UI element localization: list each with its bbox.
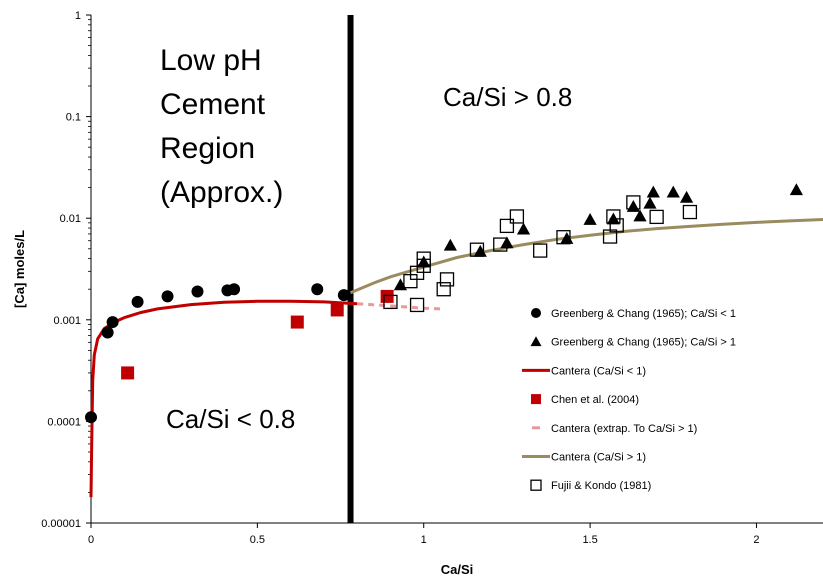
axes: 0.00001 0.0001 0.001 0.01 0.1 1 0 0.5 1 1.5 2 Ca/Si… [12, 10, 823, 577]
data-point-square [121, 366, 135, 380]
data-point-square [290, 315, 304, 329]
series-line-5 [349, 218, 823, 295]
data-point-triangle [646, 185, 660, 198]
data-point-circle [85, 411, 97, 424]
annotations: Low pH Cement Region (Approx.) Ca/Si > 0.8 Ca… [160, 44, 572, 434]
data-point-open-square [556, 230, 571, 245]
legend-entry-label: Chen et al. (2004) [551, 394, 639, 406]
data-point-circle [191, 285, 204, 298]
data-point-circle [311, 283, 324, 296]
data-point-triangle [789, 183, 803, 196]
data-point-open-square [626, 195, 641, 210]
x-tick-label: 1.5 [582, 534, 597, 546]
data-point-triangle [643, 196, 657, 209]
data-point-circle [106, 316, 119, 329]
legend-entry-label: Greenberg & Chang (1965); Ca/Si < 1 [551, 308, 736, 320]
legend-swatch-circle [531, 308, 541, 318]
annotation-ratio-low: Ca/Si < 0.8 [166, 404, 295, 434]
legend: Greenberg & Chang (1965); Ca/Si < 1 Green… [522, 308, 736, 492]
legend-swatch-square [531, 394, 541, 405]
x-tick-label: 1 [421, 534, 427, 546]
data-point-circle [228, 283, 241, 296]
y-tick-label: 0.0001 [47, 416, 81, 428]
data-point-square [330, 303, 344, 317]
legend-entry-label: Cantera (Ca/Si < 1) [551, 365, 646, 377]
data-point-triangle [583, 212, 597, 225]
data-point-triangle [516, 222, 531, 235]
y-tick-label: 0.00001 [41, 518, 81, 530]
series-line-4 [357, 302, 441, 311]
legend-entry-label: Cantera (Ca/Si > 1) [551, 452, 646, 464]
legend-swatch-triangle [530, 336, 542, 347]
x-tick-label: 2 [753, 534, 759, 546]
data-point-open-square [493, 237, 508, 252]
series-line-2 [89, 299, 358, 498]
data-point-triangle [417, 255, 431, 268]
y-tick-label: 0.01 [60, 213, 81, 225]
data-point-circle [101, 326, 114, 339]
series-lines [89, 218, 823, 498]
legend-entry-label: Cantera (extrap. To Ca/Si > 1) [551, 423, 697, 435]
data-point-open-square [439, 272, 455, 287]
data-point-open-square [682, 204, 698, 220]
data-point-triangle [443, 238, 457, 251]
data-point-open-square [469, 242, 485, 257]
data-point-triangle [393, 278, 408, 291]
data-point-open-square [383, 294, 398, 310]
data-point-circle [161, 290, 174, 303]
data-point-circle [131, 295, 144, 308]
data-point-open-square [533, 243, 548, 258]
data-point-open-square [436, 282, 451, 297]
data-point-triangle [679, 190, 694, 203]
y-axis-title: [Ca] moles/L [12, 230, 27, 308]
x-tick-label: 0.5 [250, 534, 265, 546]
data-point-open-square [649, 209, 664, 225]
legend-entry-label: Fujii & Kondo (1981) [551, 480, 651, 492]
x-tick-label: 0 [88, 534, 94, 546]
data-point-circle [337, 289, 350, 302]
x-axis-title: Ca/Si [441, 562, 474, 577]
y-tick-label: 1 [75, 10, 81, 22]
data-point-square [380, 289, 394, 303]
data-point-open-square [509, 209, 525, 224]
data-point-open-square [409, 297, 425, 313]
data-point-triangle [626, 200, 640, 212]
data-point-triangle [666, 185, 680, 198]
legend-entry-label: Greenberg & Chang (1965); Ca/Si > 1 [551, 337, 736, 349]
data-point-triangle [633, 209, 647, 222]
data-point-open-square [416, 251, 431, 266]
data-point-open-square [609, 218, 624, 233]
annotation-region-title: Low pH Cement Region (Approx.) [160, 44, 283, 209]
data-point-open-square [499, 218, 515, 234]
annotation-ratio-high: Ca/Si > 0.8 [443, 82, 572, 112]
legend-swatch-open-square [530, 479, 542, 491]
y-tick-label: 0.001 [53, 315, 81, 327]
y-tick-label: 0.1 [66, 112, 81, 124]
data-point-open-square [416, 258, 431, 273]
data-points [85, 183, 803, 424]
data-point-open-square [606, 209, 621, 224]
